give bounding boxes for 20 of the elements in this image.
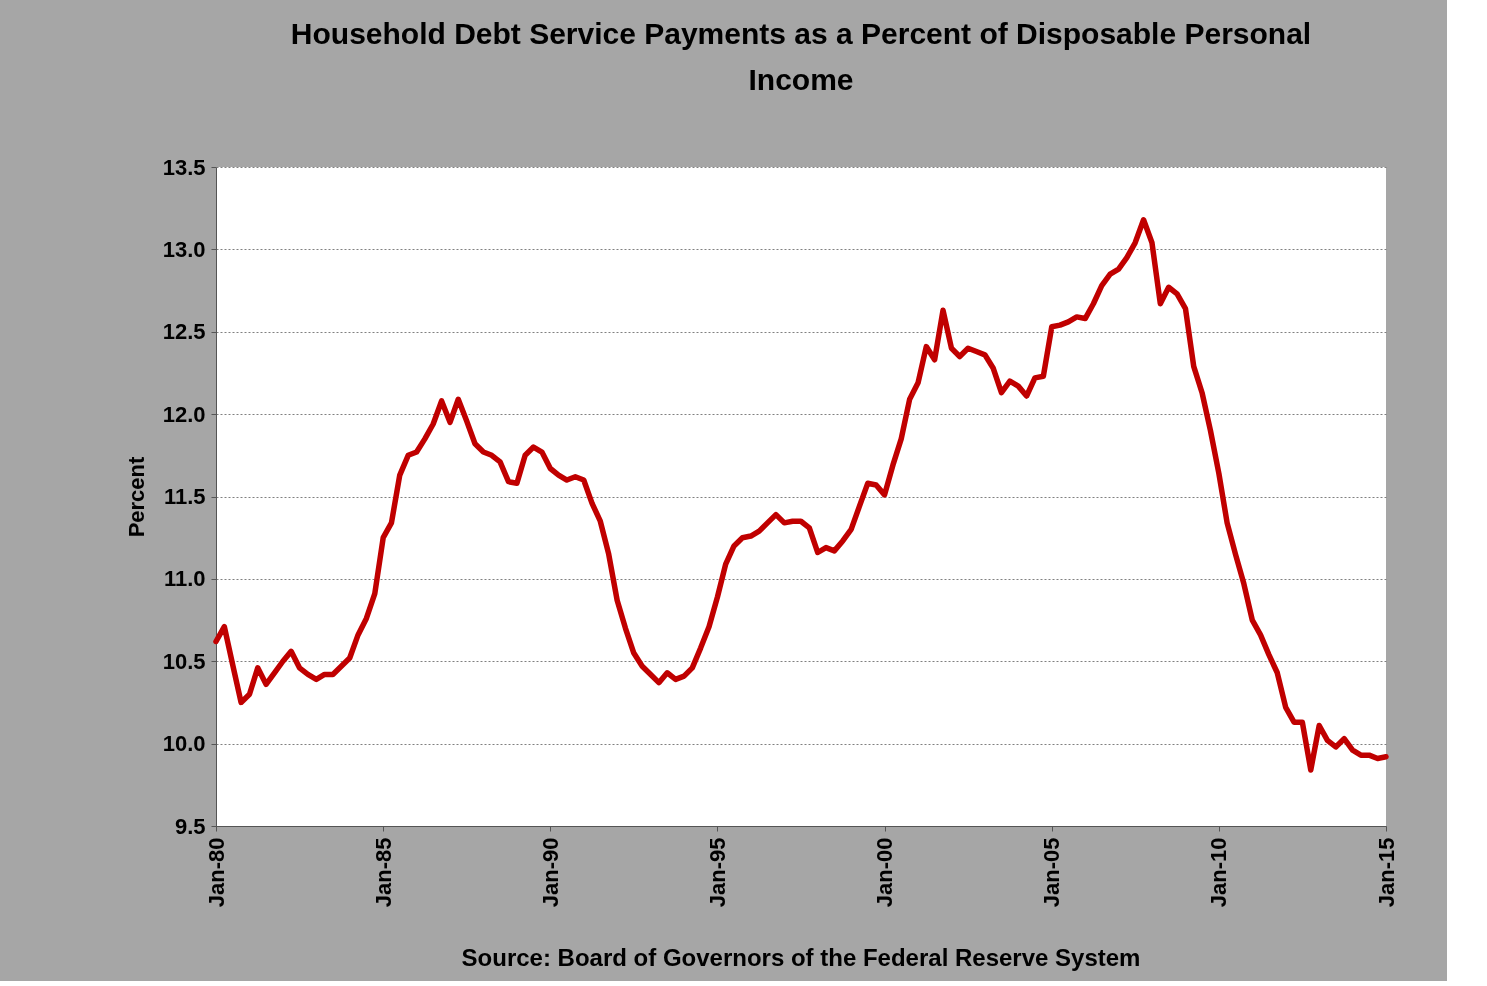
- source-note: Source: Board of Governors of the Federal Reserve System: [461, 944, 1141, 971]
- chart-title: Household Debt Service Payments as a Percent of Disposable Personal Income: [290, 17, 1312, 96]
- y-axis-title: Percent: [123, 455, 149, 538]
- y-tick-label: 13.5: [162, 154, 206, 180]
- x-tick-label: Jan-00: [872, 837, 898, 908]
- x-tick-label: Jan-10: [1206, 837, 1232, 908]
- y-tick-label: 11.5: [163, 484, 206, 509]
- y-tick-label: 12.5: [162, 319, 206, 345]
- x-tick-label: Jan-90: [537, 837, 563, 908]
- y-tick-label: 12.0: [162, 401, 206, 427]
- x-tick-label: Jan-15: [1373, 837, 1399, 908]
- x-tick-label: Jan-80: [203, 837, 229, 908]
- x-tick-label: Jan-85: [370, 837, 396, 908]
- y-tick-label: 9.5: [174, 813, 206, 839]
- y-tick-label: 11.0: [163, 566, 206, 592]
- y-tick-label: 13.0: [162, 236, 206, 262]
- y-tick-label: 10.0: [162, 731, 206, 757]
- x-tick-label: Jan-05: [1039, 837, 1065, 908]
- x-tick-label: Jan-95: [704, 837, 730, 908]
- y-tick-label: 10.5: [162, 648, 206, 674]
